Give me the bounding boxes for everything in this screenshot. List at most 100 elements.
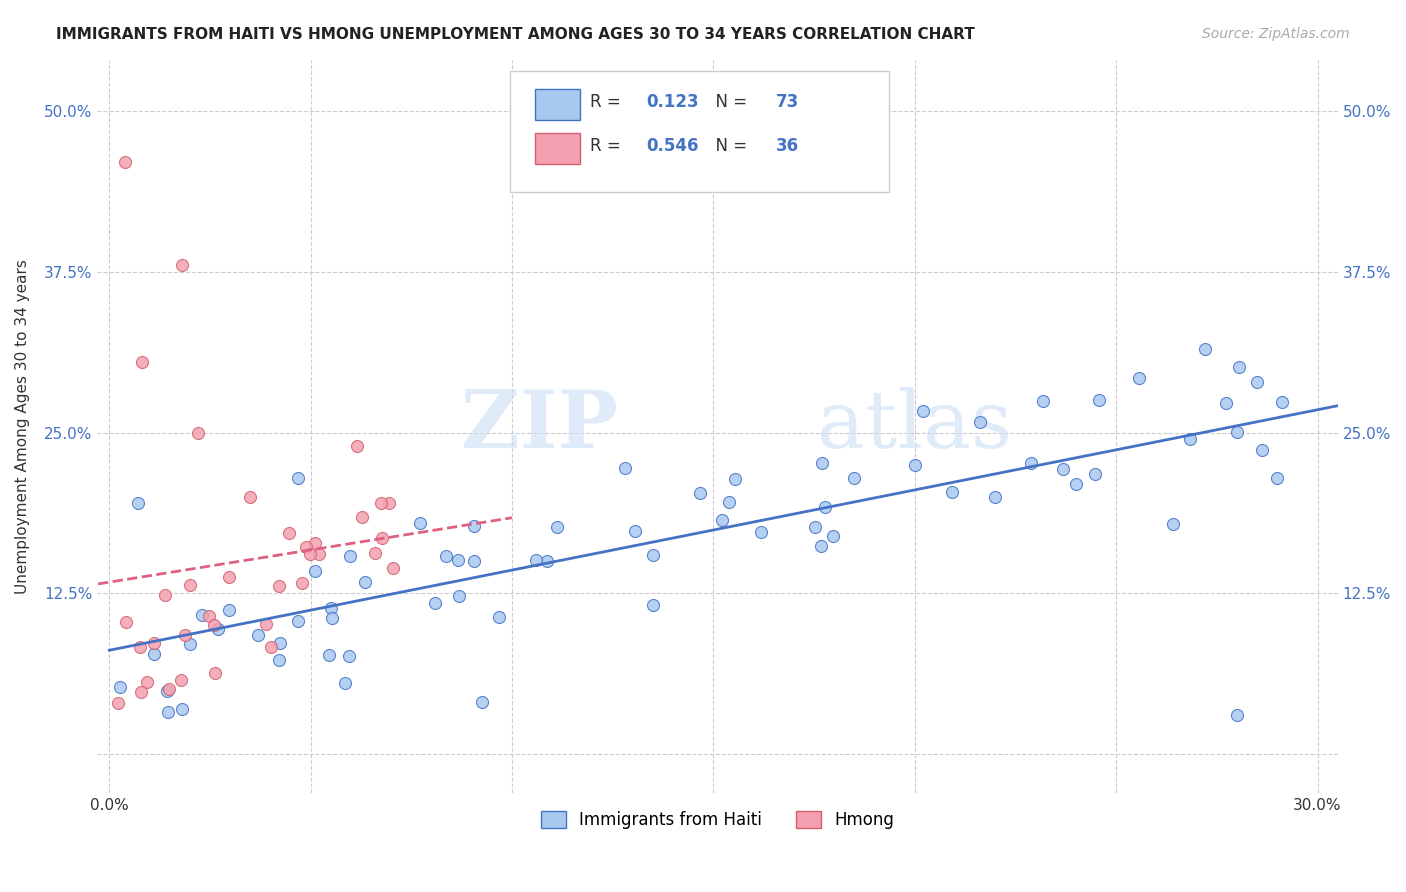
Text: Source: ZipAtlas.com: Source: ZipAtlas.com: [1202, 27, 1350, 41]
Point: [129, 640, 152, 654]
Point: [814, 500, 837, 515]
Point: [179, 578, 201, 592]
Point: [613, 461, 636, 475]
Point: [488, 610, 510, 624]
Point: [143, 636, 166, 650]
Text: N =: N =: [704, 137, 752, 155]
Point: [643, 598, 665, 612]
Point: [1019, 456, 1042, 470]
Point: [335, 675, 357, 690]
Point: [156, 684, 179, 698]
Point: [136, 675, 159, 690]
Point: [1194, 343, 1216, 357]
Point: [423, 596, 446, 610]
Point: [1250, 442, 1272, 457]
Point: [187, 425, 209, 440]
Point: [524, 553, 547, 567]
Point: [131, 355, 153, 369]
Point: [984, 490, 1007, 504]
Point: [1226, 425, 1249, 439]
Point: [449, 589, 471, 603]
Point: [1178, 432, 1201, 446]
Point: [941, 484, 963, 499]
Point: [804, 520, 827, 534]
Point: [108, 680, 131, 694]
Point: [1227, 360, 1250, 375]
Point: [143, 647, 166, 661]
Point: [749, 524, 772, 539]
Point: [381, 561, 404, 575]
Text: 0.123: 0.123: [647, 93, 699, 112]
Text: IMMIGRANTS FROM HAITI VS HMONG UNEMPLOYMENT AMONG AGES 30 TO 34 YEARS CORRELATIO: IMMIGRANTS FROM HAITI VS HMONG UNEMPLOYM…: [56, 27, 974, 42]
Point: [1064, 477, 1087, 491]
Point: [463, 554, 485, 568]
Point: [254, 617, 277, 632]
Point: [641, 548, 664, 562]
Point: [1161, 516, 1184, 531]
Point: [463, 519, 485, 533]
Point: [724, 472, 747, 486]
Point: [207, 622, 229, 636]
Point: [1271, 395, 1294, 409]
Point: [1052, 461, 1074, 475]
Point: [198, 609, 221, 624]
Point: [536, 554, 558, 568]
Point: [321, 611, 343, 625]
Point: [339, 549, 361, 563]
Point: [623, 524, 645, 538]
FancyBboxPatch shape: [510, 70, 889, 192]
Point: [157, 681, 180, 696]
Point: [174, 628, 197, 642]
Point: [190, 607, 212, 622]
Point: [287, 470, 309, 484]
FancyBboxPatch shape: [536, 89, 579, 120]
Point: [718, 495, 741, 509]
Point: [1088, 392, 1111, 407]
Point: [364, 545, 387, 559]
Point: [172, 702, 194, 716]
Point: [318, 648, 340, 663]
Point: [1246, 376, 1268, 390]
Point: [239, 490, 262, 504]
Point: [155, 588, 177, 602]
Point: [246, 628, 269, 642]
Point: [260, 640, 283, 655]
Point: [447, 553, 470, 567]
Point: [291, 576, 314, 591]
Point: [218, 603, 240, 617]
Point: [1084, 467, 1107, 481]
Point: [378, 496, 401, 510]
Point: [170, 258, 193, 272]
Point: [821, 529, 844, 543]
Text: R =: R =: [589, 137, 626, 155]
Point: [811, 456, 834, 470]
Point: [170, 673, 193, 687]
Point: [114, 155, 136, 169]
Point: [1128, 371, 1150, 385]
Point: [1032, 394, 1054, 409]
Point: [319, 600, 342, 615]
Point: [114, 615, 136, 630]
Text: R =: R =: [589, 93, 626, 112]
Point: [912, 404, 935, 418]
Y-axis label: Unemployment Among Ages 30 to 34 years: Unemployment Among Ages 30 to 34 years: [15, 259, 30, 593]
Point: [278, 526, 301, 541]
Point: [127, 496, 149, 510]
FancyBboxPatch shape: [536, 133, 579, 164]
Text: 73: 73: [776, 93, 799, 112]
Point: [434, 549, 457, 564]
Point: [471, 694, 494, 708]
Point: [370, 532, 392, 546]
Point: [353, 575, 375, 590]
Point: [269, 636, 291, 650]
Point: [287, 614, 309, 628]
Point: [218, 570, 240, 584]
Point: [810, 539, 832, 553]
Point: [1215, 396, 1237, 410]
Point: [107, 696, 129, 710]
Point: [844, 470, 866, 484]
Point: [352, 509, 374, 524]
Point: [337, 649, 360, 664]
Point: [689, 485, 711, 500]
Point: [904, 458, 927, 472]
